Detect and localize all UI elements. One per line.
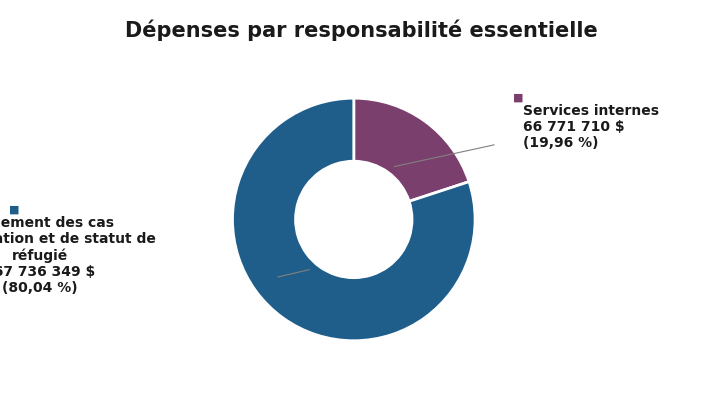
Wedge shape [232,98,475,341]
Wedge shape [354,98,469,201]
Text: ■: ■ [513,93,523,103]
Text: Dépenses par responsabilité essentielle: Dépenses par responsabilité essentielle [125,20,597,41]
Text: ■: ■ [9,204,19,215]
Text: Services internes
66 771 710 $
(19,96 %): Services internes 66 771 710 $ (19,96 %) [523,104,659,150]
Text: Règlement des cas
d’immigration et de statut de
réfugié
267 736 349 $
(80,04 %): Règlement des cas d’immigration et de st… [0,215,156,295]
